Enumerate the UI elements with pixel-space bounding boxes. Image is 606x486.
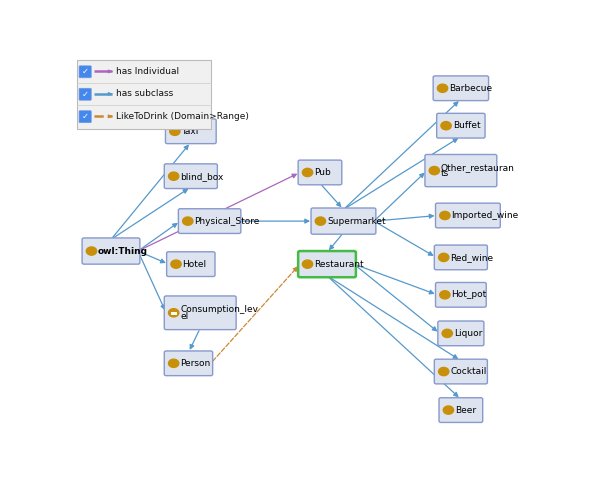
Circle shape <box>439 367 449 376</box>
FancyBboxPatch shape <box>79 111 92 122</box>
Text: ✓: ✓ <box>82 112 88 121</box>
Text: el: el <box>180 312 188 321</box>
FancyBboxPatch shape <box>164 296 236 330</box>
FancyBboxPatch shape <box>435 245 487 270</box>
Circle shape <box>182 217 193 225</box>
Circle shape <box>443 406 453 414</box>
FancyBboxPatch shape <box>165 119 216 144</box>
FancyBboxPatch shape <box>436 282 486 307</box>
Circle shape <box>171 260 181 268</box>
Text: Taxi: Taxi <box>181 127 199 136</box>
Circle shape <box>168 359 179 367</box>
Circle shape <box>438 84 448 92</box>
Text: has Individual: has Individual <box>116 67 179 76</box>
Text: ✓: ✓ <box>82 90 88 99</box>
Text: Buffet: Buffet <box>453 121 481 130</box>
Text: Imported_wine: Imported_wine <box>451 211 519 220</box>
Text: Hotel: Hotel <box>182 260 207 269</box>
FancyBboxPatch shape <box>437 113 485 138</box>
FancyBboxPatch shape <box>77 60 211 129</box>
FancyBboxPatch shape <box>438 321 484 346</box>
Text: Person: Person <box>180 359 210 368</box>
FancyBboxPatch shape <box>439 398 483 422</box>
Circle shape <box>442 329 453 337</box>
Text: Consumption_lev: Consumption_lev <box>180 305 258 314</box>
FancyBboxPatch shape <box>435 359 487 384</box>
FancyBboxPatch shape <box>167 252 215 277</box>
Text: Other_restauran: Other_restauran <box>441 163 514 172</box>
FancyBboxPatch shape <box>433 76 488 101</box>
Circle shape <box>302 168 313 176</box>
Text: owl:Thing: owl:Thing <box>98 246 148 256</box>
FancyBboxPatch shape <box>298 160 342 185</box>
Text: ✓: ✓ <box>82 67 88 76</box>
Circle shape <box>302 260 313 268</box>
FancyBboxPatch shape <box>164 351 213 376</box>
FancyBboxPatch shape <box>164 164 218 189</box>
Text: Beer: Beer <box>455 406 476 415</box>
Text: Physical_Store: Physical_Store <box>195 217 260 226</box>
FancyBboxPatch shape <box>311 208 376 234</box>
FancyBboxPatch shape <box>82 238 140 264</box>
Text: Cocktail: Cocktail <box>450 367 487 376</box>
FancyBboxPatch shape <box>425 155 497 187</box>
Circle shape <box>170 127 180 136</box>
Text: Red_wine: Red_wine <box>450 253 493 262</box>
Text: Restaurant: Restaurant <box>314 260 364 269</box>
Text: Pub: Pub <box>314 168 331 177</box>
Text: blind_box: blind_box <box>180 172 224 181</box>
FancyBboxPatch shape <box>436 203 501 228</box>
Circle shape <box>86 247 96 255</box>
Text: has subclass: has subclass <box>116 89 173 98</box>
Circle shape <box>440 291 450 299</box>
Circle shape <box>441 122 451 130</box>
FancyBboxPatch shape <box>178 209 241 233</box>
Circle shape <box>429 167 439 174</box>
FancyBboxPatch shape <box>298 251 356 277</box>
Text: Barbecue: Barbecue <box>449 84 492 93</box>
FancyBboxPatch shape <box>79 88 92 100</box>
Text: ts: ts <box>441 170 449 178</box>
Circle shape <box>440 211 450 220</box>
Text: Liquor: Liquor <box>454 329 482 338</box>
Text: Hot_pot: Hot_pot <box>451 290 487 299</box>
Text: LikeToDrink (Domain>Range): LikeToDrink (Domain>Range) <box>116 112 248 121</box>
Circle shape <box>439 253 449 261</box>
Circle shape <box>168 309 179 317</box>
Circle shape <box>168 172 179 180</box>
Circle shape <box>315 217 325 225</box>
Text: Supermarket: Supermarket <box>327 217 385 226</box>
FancyBboxPatch shape <box>79 66 92 78</box>
